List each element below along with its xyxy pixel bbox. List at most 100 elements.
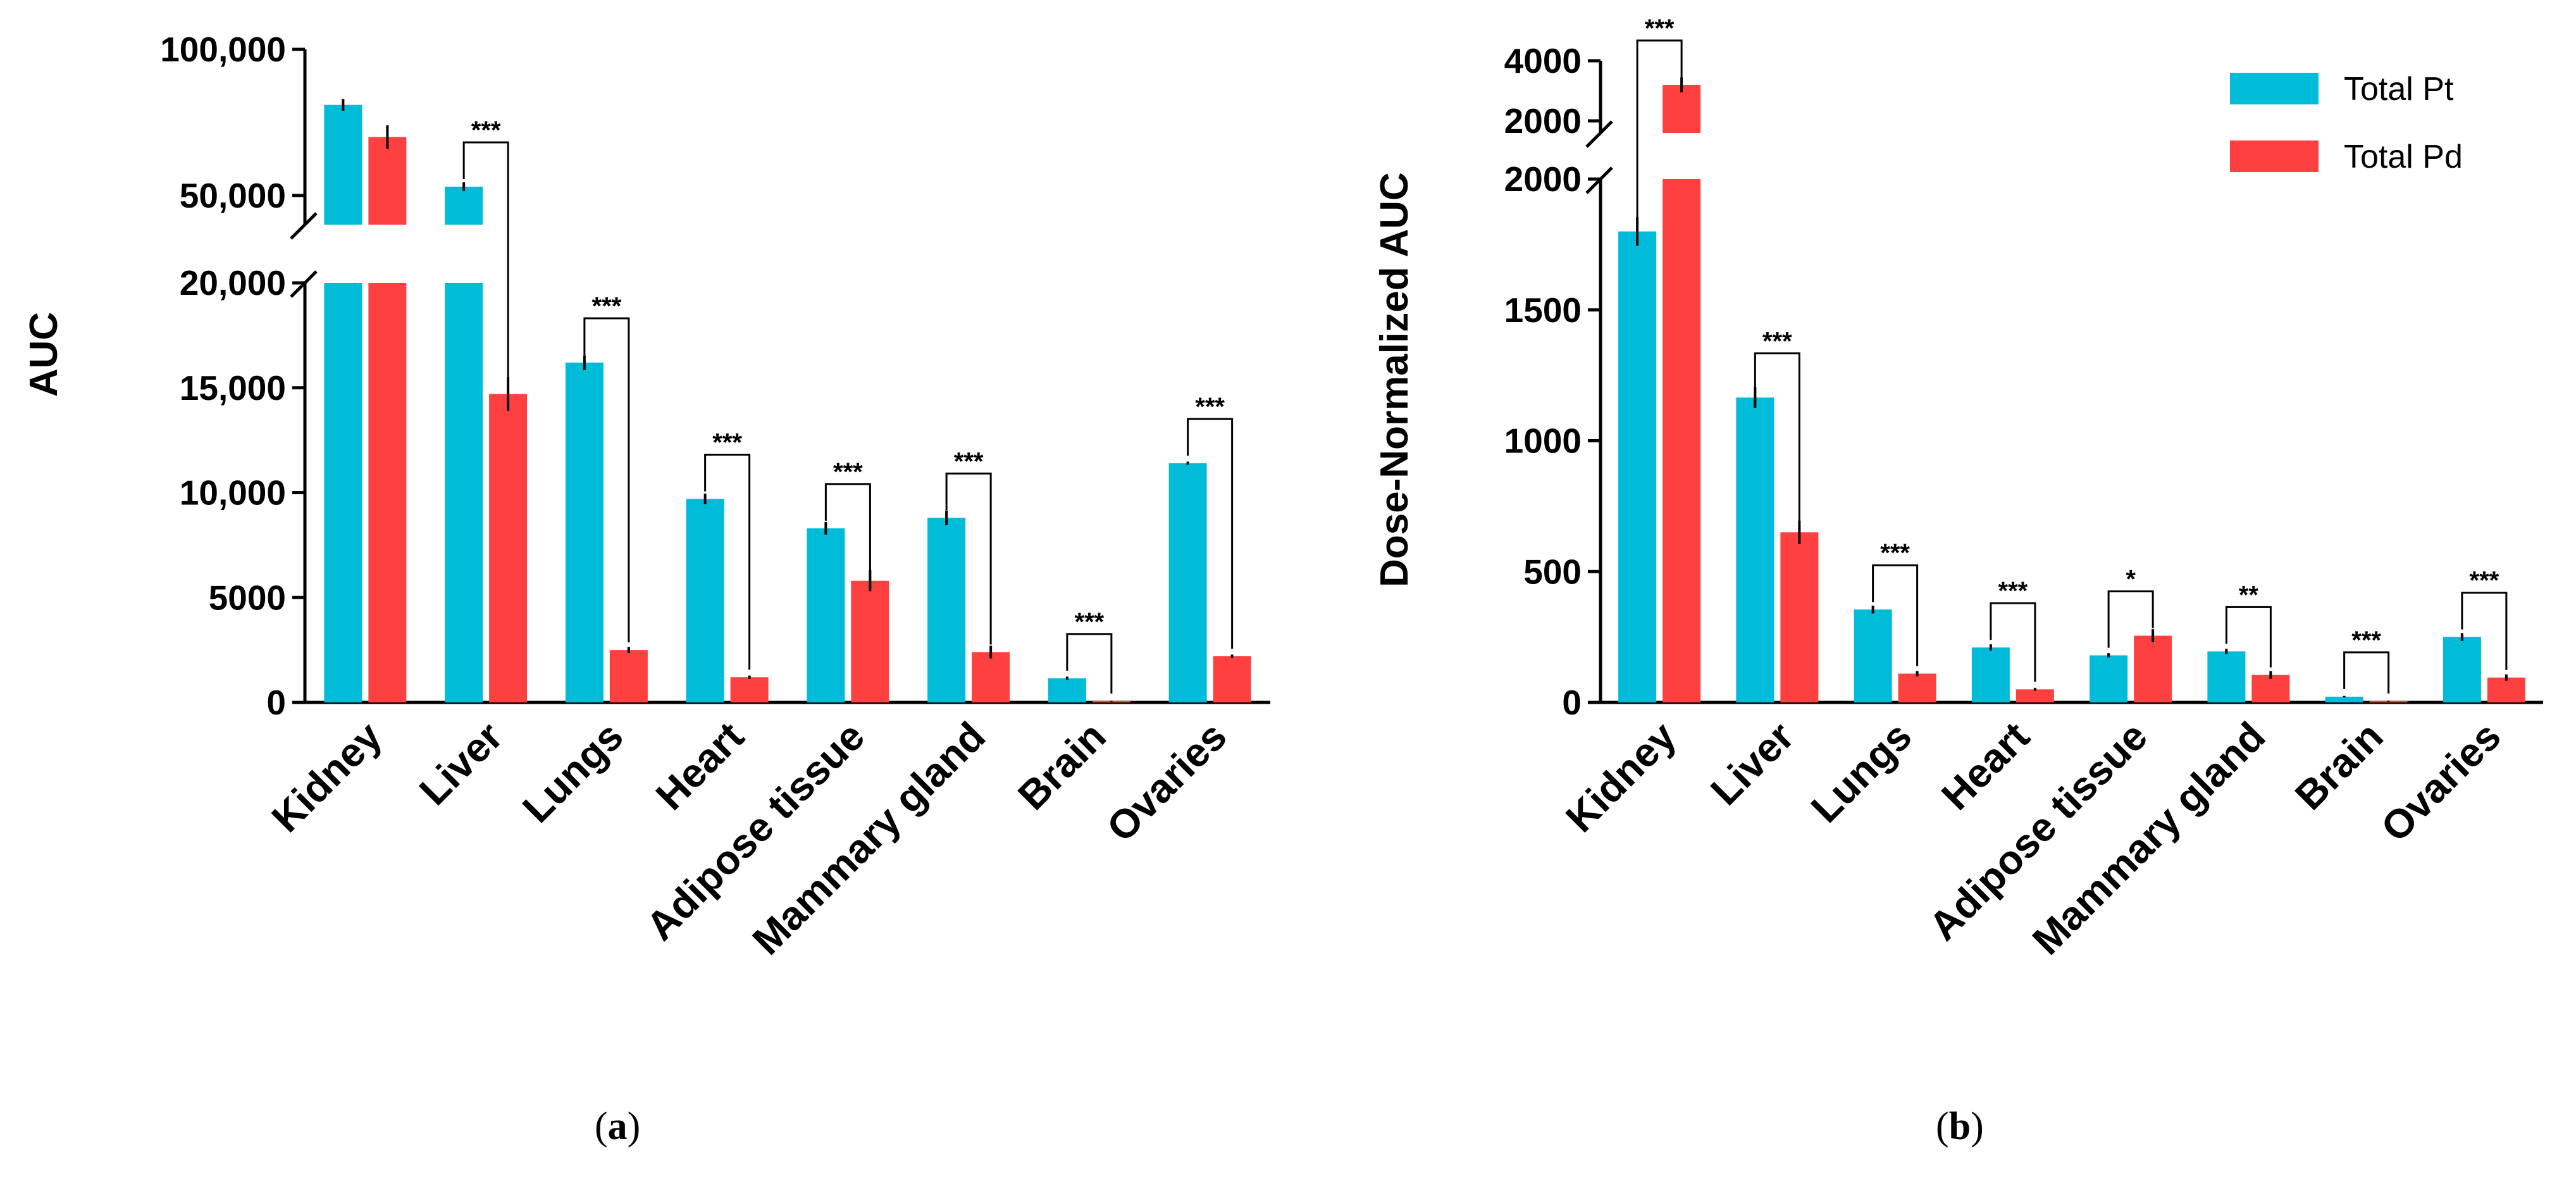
significance-bracket <box>1872 564 1919 666</box>
x-tick-label: Heart <box>1933 713 2038 819</box>
caption-b-open: ( <box>1936 1105 1949 1148</box>
bar-total-pt-upper <box>324 104 362 225</box>
bar-total-pd-upper <box>368 137 407 225</box>
significance-bracket <box>2107 590 2154 648</box>
x-tick-label: Brain <box>2286 713 2392 819</box>
bar-total-pt <box>1736 397 1774 702</box>
significance-label: * <box>2126 566 2136 594</box>
bar-total-pd <box>1213 656 1251 702</box>
bar-total-pd <box>609 650 648 702</box>
bar-total-pt <box>565 362 604 702</box>
legend-label-pd: Total Pd <box>2344 139 2463 175</box>
bar-total-pt-upper <box>445 186 483 225</box>
significance-bracket <box>824 483 871 573</box>
significance-bracket <box>583 317 630 643</box>
y-axis-label: Dose-Normalized AUC <box>1373 172 1416 587</box>
bar-total-pd <box>851 580 889 702</box>
y-tick-label: 1500 <box>1504 290 1582 330</box>
x-tick-label: Kidney <box>263 713 390 841</box>
significance-label: *** <box>1762 327 1792 355</box>
chart-panel-a: 0 5000 10,000 15,000 20,000 50,000 100,000 AUC K… <box>22 30 1270 963</box>
bar-total-pt <box>1971 647 2010 702</box>
significance-label: *** <box>954 447 984 475</box>
caption-a-close: ) <box>627 1105 641 1148</box>
bar-total-pt <box>2207 651 2246 702</box>
y-tick-label: 2000 <box>1504 101 1582 140</box>
significance-bracket <box>1990 602 2036 682</box>
x-tick-label: Kidney <box>1557 713 1685 841</box>
y-tick-label: 4000 <box>1504 41 1582 80</box>
bar-total-pd <box>2369 701 2408 702</box>
y-tick-label: 2000 <box>1504 159 1582 199</box>
significance-label: ** <box>2239 581 2259 609</box>
x-tick-label: Lungs <box>514 713 632 832</box>
significance-label: *** <box>592 292 622 320</box>
bar-total-pd <box>730 677 769 702</box>
x-tick-label: Brain <box>1009 713 1115 819</box>
y-tick-label: 5000 <box>209 578 286 617</box>
significance-bracket <box>1636 39 1683 224</box>
caption-b-close: ) <box>1971 1105 1984 1148</box>
y-tick-label: 100,000 <box>160 30 286 69</box>
significance-bracket <box>1187 418 1234 649</box>
x-tick-label: Adipose tissue <box>1920 713 2156 949</box>
bar-total-pd <box>489 394 528 702</box>
significance-bracket <box>462 141 509 387</box>
caption-a-open: ( <box>595 1105 608 1148</box>
significance-bracket <box>1066 633 1113 694</box>
y-tick-label: 15,000 <box>180 368 286 408</box>
x-tick-label: Heart <box>647 713 753 819</box>
y-tick-label: 1000 <box>1504 421 1582 461</box>
bar-total-pd <box>1898 673 1936 702</box>
caption-a-letter: a <box>607 1105 628 1148</box>
significance-bracket <box>2343 651 2390 694</box>
bar-total-pt <box>686 499 724 702</box>
significance-label: *** <box>712 428 742 456</box>
caption-b-letter: b <box>1948 1105 1971 1148</box>
significance-label: *** <box>1645 15 1675 42</box>
axis-break-mark <box>290 212 318 240</box>
bar-total-pt <box>807 528 845 702</box>
legend-swatch-pt <box>2230 73 2319 104</box>
significance-bracket <box>1754 352 1800 525</box>
bar-total-pt <box>1168 463 1207 702</box>
significance-label: *** <box>2351 626 2381 654</box>
legend-label-pt: Total Pt <box>2344 71 2454 108</box>
bar-total-pd <box>2016 689 2054 702</box>
significance-bracket <box>704 453 751 670</box>
caption-a: (a) <box>595 1104 640 1149</box>
bar-total-pd <box>1663 179 1701 702</box>
y-tick-label: 50,000 <box>180 176 286 215</box>
bar-total-pt <box>1048 678 1086 702</box>
y-tick-label: 20,000 <box>180 263 286 302</box>
y-tick-label: 500 <box>1523 552 1582 591</box>
significance-label: *** <box>833 458 863 486</box>
bar-total-pt <box>1618 231 1657 702</box>
bar-total-pt <box>1854 609 1892 702</box>
y-axis-label: AUC <box>22 312 66 397</box>
legend-swatch-pd <box>2230 140 2319 172</box>
bar-total-pt <box>2443 637 2481 702</box>
significance-label: *** <box>1880 539 1910 567</box>
y-tick-label: 0 <box>1562 683 1582 722</box>
axis-break-mark <box>1585 120 1613 148</box>
significance-label: *** <box>1998 577 2028 605</box>
x-tick-label: Mammary gland <box>744 713 994 963</box>
x-tick-label: Lungs <box>1802 713 1921 832</box>
bar-total-pd-upper <box>1663 85 1701 133</box>
bar-total-pt <box>324 283 362 702</box>
significance-bracket <box>2225 606 2272 668</box>
caption-b: (b) <box>1936 1104 1984 1149</box>
bar-total-pd <box>1092 701 1130 702</box>
bar-total-pd <box>1780 532 1819 702</box>
legend: Total Pt Total Pd <box>2230 71 2463 175</box>
bar-total-pt <box>927 518 966 702</box>
bar-total-pt <box>2090 655 2128 702</box>
x-tick-label: Adipose tissue <box>637 713 873 949</box>
bar-total-pd <box>2134 635 2172 702</box>
x-tick-label: Ovaries <box>1098 713 1235 851</box>
bar-total-pd <box>368 283 407 702</box>
bar-total-pd <box>2487 677 2525 702</box>
significance-label: *** <box>1075 608 1105 636</box>
